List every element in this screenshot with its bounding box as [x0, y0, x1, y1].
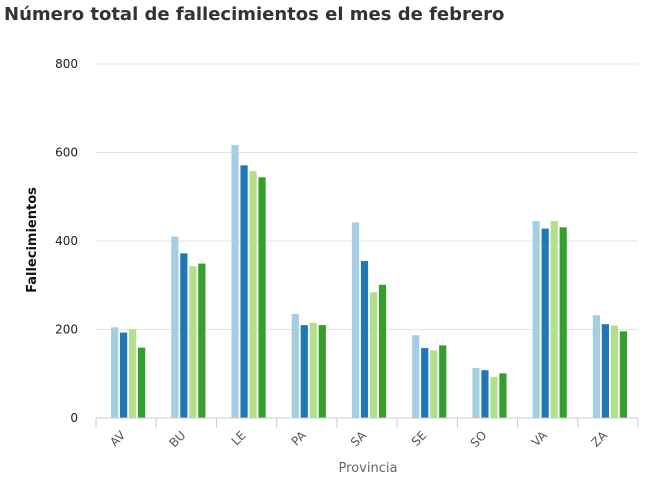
- bar-za-series-2: [601, 324, 609, 418]
- bar-se-series-3: [430, 350, 438, 418]
- bar-av-series-4: [138, 347, 146, 418]
- bar-pa-series-3: [309, 322, 317, 418]
- x-axis-label: Provincia: [339, 461, 398, 476]
- bar-pa-series-2: [300, 325, 308, 418]
- bar-sa-series-1: [351, 222, 360, 418]
- bar-sa-series-3: [369, 292, 378, 418]
- x-tick-label: BU: [167, 428, 189, 450]
- bar-le-series-4: [258, 177, 266, 418]
- bar-se-series-4: [439, 345, 447, 418]
- x-tick-label: SA: [348, 428, 370, 450]
- bar-so-series-1: [472, 367, 480, 418]
- bar-bu-series-2: [180, 253, 188, 418]
- y-tick-label: 0: [70, 411, 78, 425]
- bar-le-series-1: [231, 144, 239, 419]
- bar-bu-series-1: [171, 236, 179, 418]
- y-tick-label: 600: [55, 146, 78, 160]
- bar-le-series-2: [240, 165, 248, 418]
- x-axis-ticks: AV BU LE PA SA SE SO VA ZA: [107, 428, 610, 451]
- bar-av-series-3: [129, 329, 137, 418]
- bar-va-series-4: [559, 227, 567, 418]
- bar-za-series-3: [610, 325, 618, 418]
- bar-bu-series-3: [189, 266, 197, 418]
- x-tick-label: SO: [468, 428, 490, 450]
- x-tick-label: SE: [409, 428, 430, 449]
- x-tick-label: AV: [107, 428, 129, 450]
- bar-so-series-3: [490, 376, 498, 418]
- y-tick-label: 400: [55, 234, 78, 248]
- x-tick-label: LE: [229, 428, 249, 448]
- bars: [111, 144, 627, 419]
- bar-sa-series-2: [360, 260, 369, 418]
- bar-pa-series-4: [318, 325, 326, 418]
- x-axis: [95, 417, 639, 428]
- y-axis-label: Fallecimientos: [25, 187, 40, 293]
- y-tick-label: 200: [55, 323, 78, 337]
- bar-so-series-2: [481, 370, 489, 418]
- x-tick-label: VA: [529, 428, 551, 450]
- bar-se-series-2: [421, 348, 429, 418]
- bar-av-series-2: [120, 332, 128, 418]
- bar-le-series-3: [249, 171, 257, 418]
- bar-va-series-1: [532, 221, 540, 418]
- bar-so-series-4: [499, 373, 507, 418]
- bar-za-series-4: [619, 331, 627, 418]
- chart-title: Número total de fallecimientos el mes de…: [4, 4, 505, 25]
- x-tick-label: ZA: [588, 428, 610, 450]
- bar-se-series-1: [412, 335, 420, 418]
- bar-va-series-3: [550, 221, 558, 418]
- bar-av-series-1: [111, 327, 119, 418]
- y-axis-ticks: 0 200 400 600 800: [55, 57, 78, 425]
- x-tick-label: PA: [289, 428, 310, 449]
- bar-sa-series-4: [378, 284, 387, 418]
- bar-za-series-1: [592, 315, 600, 418]
- bar-bu-series-4: [198, 263, 206, 418]
- bar-pa-series-1: [291, 314, 299, 418]
- y-tick-label: 800: [55, 57, 78, 71]
- bar-va-series-2: [541, 228, 549, 418]
